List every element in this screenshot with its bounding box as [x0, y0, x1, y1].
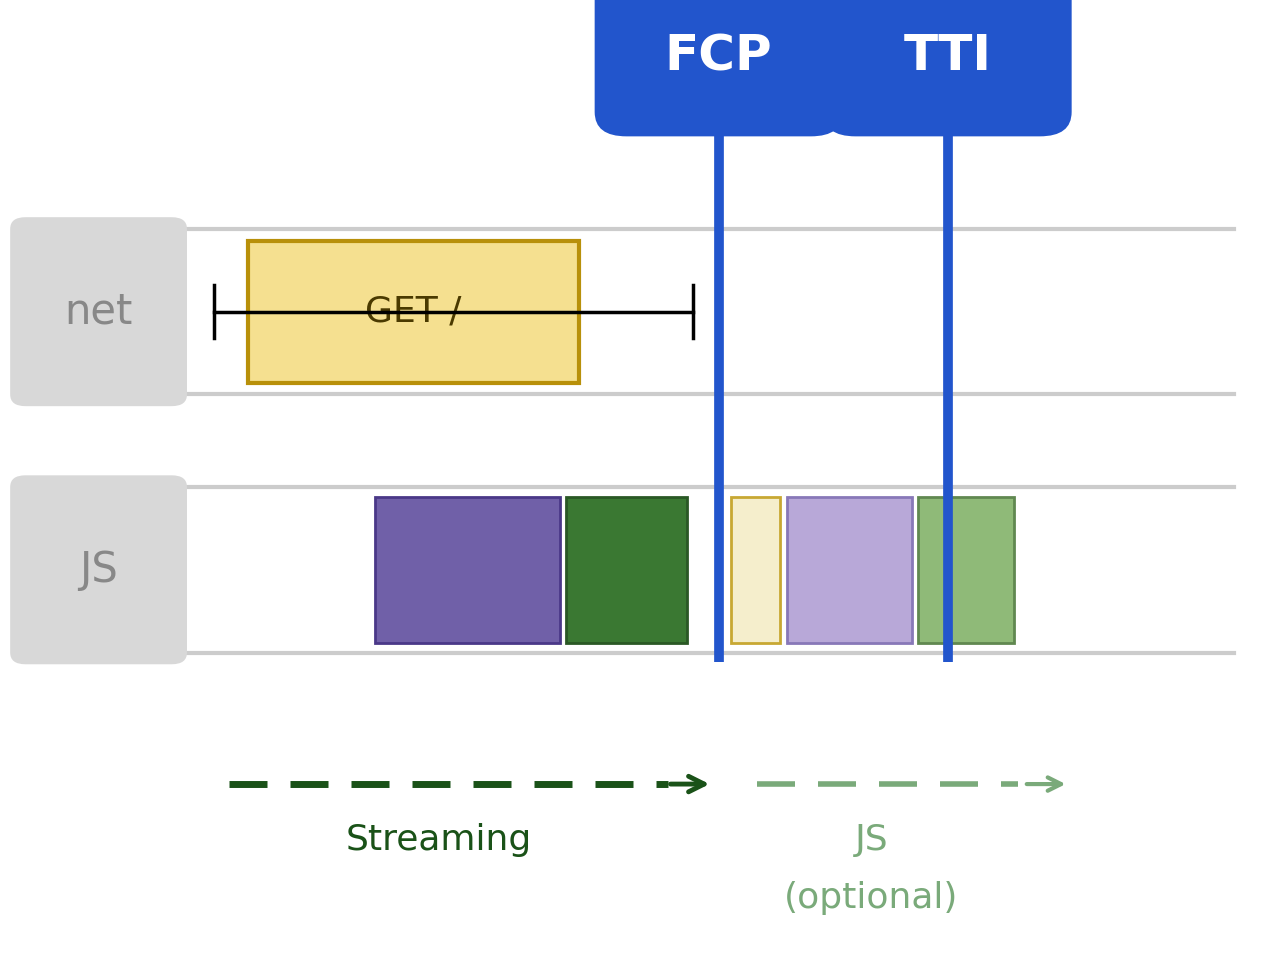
Text: TTI: TTI [903, 32, 992, 80]
FancyBboxPatch shape [594, 0, 842, 136]
Text: net: net [65, 290, 132, 333]
Text: JS: JS [855, 823, 888, 857]
FancyBboxPatch shape [824, 0, 1072, 136]
FancyBboxPatch shape [10, 217, 187, 406]
Text: Streaming: Streaming [346, 823, 532, 857]
Text: GET /: GET / [365, 295, 462, 328]
FancyBboxPatch shape [731, 497, 780, 643]
Text: FCP: FCP [665, 32, 772, 80]
FancyBboxPatch shape [918, 497, 1014, 643]
FancyBboxPatch shape [787, 497, 912, 643]
Text: JS: JS [79, 548, 118, 591]
FancyBboxPatch shape [375, 497, 560, 643]
FancyBboxPatch shape [248, 241, 579, 383]
FancyBboxPatch shape [10, 475, 187, 664]
FancyBboxPatch shape [566, 497, 687, 643]
Text: (optional): (optional) [784, 881, 959, 916]
